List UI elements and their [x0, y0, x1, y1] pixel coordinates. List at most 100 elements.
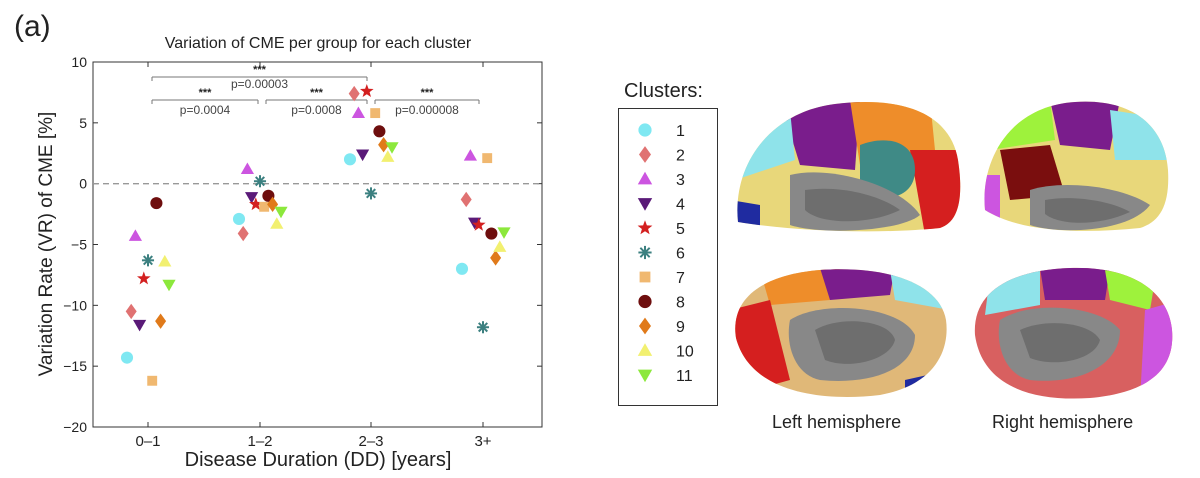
data-point: [493, 240, 507, 252]
marker-circle: [638, 294, 652, 309]
data-point: [141, 254, 155, 267]
data-point: [482, 153, 493, 164]
brain-right-medial: [974, 267, 1173, 399]
marker-triangle-down: [637, 198, 653, 211]
data-point: [460, 191, 472, 208]
significance-stars: ***: [253, 64, 267, 76]
data-point: [373, 125, 386, 138]
p-value-label: p=0.0008: [291, 103, 342, 117]
data-point: [158, 254, 172, 267]
left-hemisphere-caption: Left hemisphere: [772, 412, 902, 432]
marker-triangle-up: [270, 217, 284, 229]
marker-triangle-up: [637, 171, 653, 185]
marker-asterisk: [253, 175, 267, 188]
y-tick-label: 0: [79, 176, 87, 192]
significance-bracket: ***p=0.00003: [151, 64, 368, 91]
brain-left-medial: [735, 269, 947, 397]
legend: [618, 108, 718, 406]
legend-item: 3: [637, 171, 685, 189]
data-point: [455, 262, 469, 275]
significance-bracket: *** p=0.000008: [374, 87, 480, 117]
legend-item: 4: [637, 197, 685, 214]
marker-triangle-down: [245, 192, 259, 204]
x-tick-label: 2–3: [358, 433, 383, 450]
legend-label: 2: [676, 148, 685, 165]
legend-label: 6: [676, 246, 685, 263]
marker-triangle-down: [133, 319, 147, 332]
significance-stars: ***: [199, 87, 213, 99]
marker-star: [637, 220, 653, 235]
data-point: [497, 227, 511, 239]
marker-circle: [343, 153, 357, 166]
p-value-label: p=0.00003: [231, 77, 288, 91]
legend-item: 7: [639, 270, 685, 287]
x-tick-label: 1–2: [247, 433, 272, 450]
marker-diamond: [639, 146, 651, 163]
marker-asterisk: [476, 321, 490, 334]
legend-item: 1: [638, 123, 685, 140]
data-point: [378, 137, 390, 153]
data-point: [147, 375, 158, 386]
data-point: [133, 319, 147, 332]
marker-triangle-down: [356, 149, 370, 162]
marker-circle: [232, 212, 246, 225]
data-point: [240, 162, 254, 175]
legend-label: 4: [676, 197, 685, 214]
marker-triangle-up: [637, 343, 653, 356]
data-point: [150, 197, 163, 210]
y-tick-label: −15: [63, 358, 87, 374]
marker-circle: [373, 125, 386, 138]
marker-diamond: [348, 85, 360, 102]
chart-title: Variation of CME per group for each clus…: [165, 35, 472, 52]
data-point: [253, 175, 267, 188]
data-point: [155, 313, 167, 329]
marker-asterisk: [364, 187, 378, 200]
y-tick-label: −5: [71, 237, 87, 253]
data-point: [463, 149, 477, 161]
data-point: [245, 192, 259, 204]
significance-bracket: *** p=0.0008: [265, 87, 368, 117]
marker-circle: [150, 197, 163, 210]
marker-triangle-down: [497, 227, 511, 239]
legend-item: 8: [638, 295, 685, 312]
legend-label: 3: [676, 172, 685, 189]
data-point: [162, 279, 176, 292]
marker-circle: [455, 262, 469, 275]
ticks-layer: −20 −15 −10 −5 0 5 10 0–1 1–2 2–3 3+: [63, 54, 542, 450]
right-hemisphere-caption: Right hemisphere: [992, 412, 1134, 432]
data-point: [360, 84, 374, 97]
marker-triangle-down: [637, 369, 653, 383]
data-point: [237, 225, 249, 242]
panel-label: (a): [14, 10, 51, 43]
y-tick-label: 10: [71, 54, 87, 70]
data-point: [385, 142, 399, 154]
legend-item: 10: [637, 343, 694, 361]
brain-right-lateral: [984, 101, 1169, 231]
legend-label: 8: [676, 295, 685, 312]
marker-star: [249, 197, 263, 211]
marker-diamond: [378, 137, 390, 153]
marker-triangle-up: [381, 150, 395, 162]
legend-label: 7: [676, 270, 685, 287]
marker-diamond: [237, 225, 249, 242]
legend-title: Clusters:: [624, 80, 703, 102]
marker-triangle-down: [385, 142, 399, 154]
x-tick-label: 0–1: [135, 433, 160, 450]
points-layer: [120, 84, 511, 386]
data-point: [249, 197, 263, 211]
marker-square: [370, 108, 381, 119]
data-point: [348, 85, 360, 102]
legend-item: 6: [638, 246, 685, 263]
y-tick-label: −10: [63, 297, 87, 313]
legend-label: 5: [676, 221, 685, 238]
marker-circle: [120, 351, 134, 364]
data-point: [485, 227, 498, 240]
marker-star: [472, 217, 486, 231]
marker-triangle-up: [463, 149, 477, 161]
marker-star: [360, 84, 374, 97]
marker-triangle-up: [240, 162, 254, 175]
significance-layer: ***p=0.00003***p=0.0004***p=0.0008***p=0…: [151, 64, 480, 117]
marker-circle: [485, 227, 498, 240]
y-tick-label: 5: [79, 115, 87, 131]
